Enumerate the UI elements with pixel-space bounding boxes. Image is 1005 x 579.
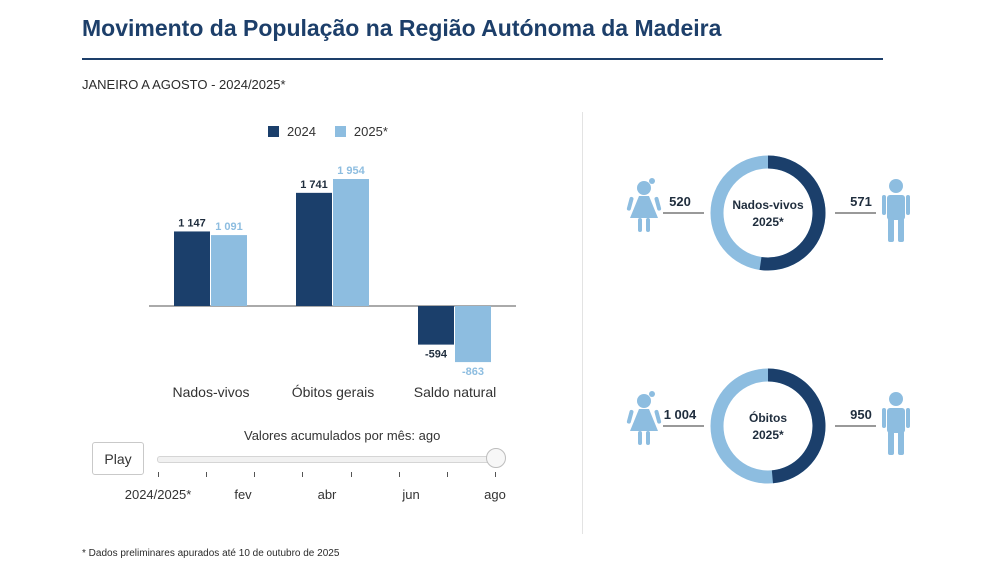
donut-slice-feminino-0[interactable]	[710, 155, 826, 271]
title-divider	[82, 58, 883, 60]
male-person-icon	[882, 179, 910, 242]
bar-2025-2[interactable]	[455, 306, 491, 363]
donut-center-label-1: Óbitos	[749, 410, 787, 425]
slider-tick	[446, 472, 448, 477]
slider-tick-label: ago	[484, 487, 506, 502]
slider-tick	[302, 472, 304, 477]
slider-tick-label: jun	[402, 487, 420, 502]
bar-2025-0[interactable]	[211, 235, 247, 306]
donut-center-year-0: 2025*	[752, 215, 784, 229]
legend-label-2024: 2024	[287, 124, 316, 139]
slider-tick-label: fev	[234, 487, 252, 502]
donut-slice-masculino-0[interactable]	[759, 155, 826, 271]
slider-tick	[206, 472, 208, 477]
slider-tick	[398, 472, 400, 477]
play-button[interactable]: Play	[92, 442, 144, 475]
bar-label-2024-1: 1 741	[300, 179, 328, 191]
legend-item-2025[interactable]: 2025*	[334, 124, 388, 139]
section-divider	[582, 112, 583, 534]
slider-tick	[254, 472, 256, 477]
donut-value-feminino-0: 520	[669, 194, 691, 209]
donut-slice-masculino-1[interactable]	[767, 368, 826, 484]
footnote: * Dados preliminares apurados até 10 de …	[82, 548, 340, 559]
donut-center-year-1: 2025*	[752, 428, 784, 442]
legend-label-2025: 2025*	[353, 124, 388, 139]
donut-slice-feminino-1[interactable]	[710, 368, 826, 484]
female-person-icon	[626, 178, 662, 232]
bar-label-2025-0: 1 091	[215, 221, 243, 233]
slider-tick	[495, 472, 496, 477]
donut-value-feminino-1: 1 004	[664, 407, 697, 422]
month-slider-handle[interactable]	[486, 448, 506, 468]
slider-tick	[350, 472, 352, 477]
category-label-0: Nados-vivos	[172, 384, 249, 400]
page-title: Movimento da População na Região Autónom…	[82, 15, 722, 41]
bar-chart: 1 147 1 091 Nados-vivos 1 741 1 954 Óbitos ge…	[149, 165, 516, 400]
slider-title: Valores acumulados por mês: ago	[244, 428, 441, 443]
slider-tick-label: abr	[317, 487, 337, 502]
bar-label-2024-0: 1 147	[178, 217, 206, 229]
bar-2024-1[interactable]	[296, 192, 332, 306]
chart-legend: 2024 2025*	[268, 124, 407, 139]
donut-value-masculino-1: 950	[850, 407, 872, 422]
bar-label-2024-2: -594	[425, 349, 448, 361]
bar-2024-0[interactable]	[174, 231, 210, 306]
legend-swatch-2024	[268, 126, 279, 137]
month-slider-track[interactable]	[157, 456, 499, 463]
page-subtitle: JANEIRO A AGOSTO - 2024/2025*	[82, 77, 286, 92]
bar-label-2025-2: -863	[462, 366, 484, 378]
legend-swatch-2025	[334, 126, 346, 137]
donut-value-masculino-0: 571	[850, 194, 872, 209]
slider-tick	[158, 472, 159, 477]
category-label-1: Óbitos gerais	[292, 384, 374, 400]
female-person-icon	[626, 391, 662, 445]
slider-tick-label: 2024/2025*	[124, 487, 192, 502]
category-label-2: Saldo natural	[414, 384, 497, 400]
male-person-icon	[882, 392, 910, 455]
bar-2025-1[interactable]	[333, 179, 369, 306]
bar-label-2025-1: 1 954	[337, 165, 365, 177]
legend-item-2024[interactable]: 2024	[268, 124, 316, 139]
donut-center-label-0: Nados-vivos	[732, 198, 804, 212]
bar-2024-2[interactable]	[418, 306, 454, 345]
